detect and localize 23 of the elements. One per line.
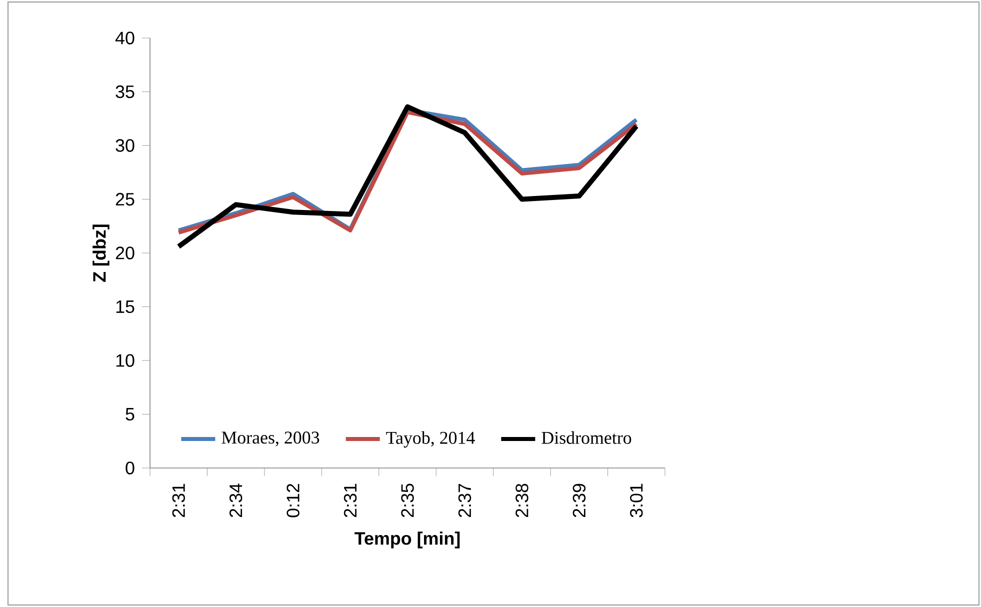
x-axis-title: Tempo [min] (354, 532, 460, 548)
y-tick-label: 25 (116, 192, 134, 206)
y-tick-label: 35 (116, 85, 134, 98)
y-tick-label: 20 (116, 246, 134, 260)
x-tick-label: 2:31 (172, 484, 185, 518)
x-tick-label: 2:39 (572, 484, 586, 518)
x-tick-label: 2:31 (344, 484, 357, 518)
y-axis-title: Z [dbz] (92, 224, 110, 282)
legend-label: Moraes, 2003 (222, 432, 320, 446)
x-tick-label: 2:35 (401, 484, 414, 518)
x-tick-label: 3:01 (630, 484, 643, 518)
y-tick-label: 30 (116, 139, 134, 152)
y-tick-label: 10 (116, 354, 134, 367)
x-tick-label: 2:38 (516, 484, 528, 518)
y-tick-label: 5 (126, 408, 134, 421)
x-tick-label: 0:12 (286, 484, 300, 518)
x-tick-label: 2:34 (229, 484, 242, 518)
y-tick-label: 40 (115, 32, 134, 44)
y-tick-label: 0 (126, 462, 134, 474)
legend-label: Disdrometro (542, 431, 632, 444)
y-tick-label: 15 (116, 300, 134, 314)
legend-label: Tayob, 2014 (386, 431, 475, 448)
x-tick-label: 2:37 (458, 484, 472, 518)
